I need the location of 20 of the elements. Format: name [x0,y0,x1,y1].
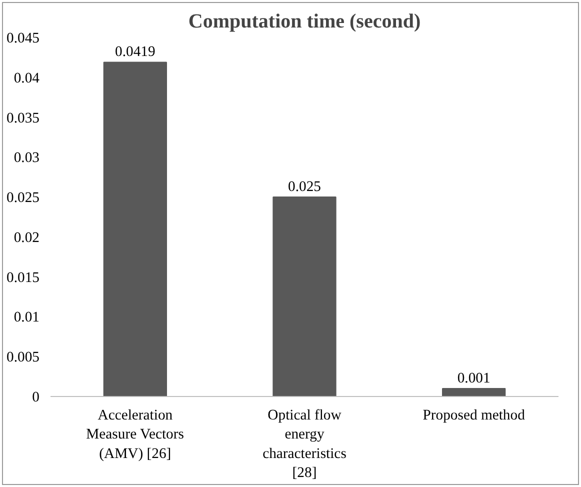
data-label: 0.001 [457,370,490,387]
y-tick-label: 0.005 [6,350,40,366]
y-tick-label: 0.045 [6,30,40,46]
x-tick-label: Proposed method [422,408,526,424]
y-tick-label: 0.02 [14,230,40,246]
bar [272,196,336,396]
y-tick-label: 0 [32,390,40,406]
chart-title: Computation time (second) [188,10,421,32]
y-tick-label: 0.03 [14,150,40,166]
x-tick-label: Optical flow energy characteristics [28] [262,408,347,482]
bar [442,388,506,396]
data-label: 0.0419 [115,44,156,60]
y-tick-label: 0.04 [14,70,40,86]
y-tick-label: 0.025 [6,190,40,206]
x-tick-label: Acceleration Measure Vectors (AMV) [26] [86,408,184,462]
y-tick-label: 0.035 [6,110,40,126]
y-tick-label: 0.015 [6,270,40,286]
bar [103,62,167,396]
data-label: 0.025 [288,179,321,196]
y-tick-label: 0.01 [14,310,40,326]
